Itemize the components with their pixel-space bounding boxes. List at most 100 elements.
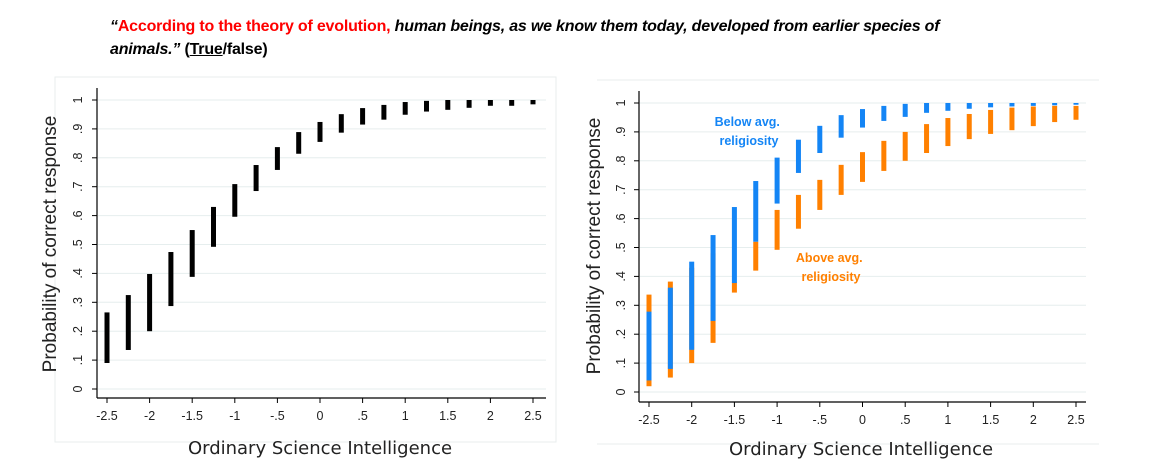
x-tick-label: 1.5 — [982, 413, 999, 427]
range-bar-above-avg-religiosity — [945, 118, 951, 147]
range-bar-all-respondents — [253, 165, 259, 192]
annotation-above-avg-religiosity: Above avg. religiosity — [796, 251, 866, 284]
x-tick-label: -1 — [229, 409, 240, 423]
x-tick-label: 2.5 — [524, 409, 541, 423]
figure-title: “According to the theory of evolution, h… — [110, 15, 1010, 61]
y-tick-label: .4 — [71, 268, 85, 278]
range-bar-above-avg-religiosity — [924, 124, 930, 153]
range-bar-below-avg-religiosity — [689, 261, 695, 350]
y-tick-label: .1 — [614, 358, 628, 368]
x-tick-label: -1.5 — [724, 413, 746, 427]
range-bar-below-avg-religiosity — [1052, 103, 1058, 106]
title-open-quote: “ — [110, 18, 118, 35]
right-chart-x-axis-title: Ordinary Science Intelligence — [729, 439, 993, 460]
range-bar-all-respondents — [317, 121, 323, 142]
range-bar-below-avg-religiosity — [646, 311, 652, 381]
x-tick-label: .5 — [900, 413, 910, 427]
right-chart-y-axis-title: Probability of correct response — [584, 118, 605, 375]
range-bar-all-respondents — [424, 100, 429, 112]
left-chart-axes: 0 .1 .2 .3 .4 .5 .6 .7 .8 .9 1 -2.5 -2 -1.5 -1 -.5 0 .5 1 1… — [71, 88, 546, 423]
y-tick-label: 0 — [71, 385, 85, 392]
left-panel-frame — [54, 76, 557, 443]
range-bar-above-avg-religiosity — [795, 194, 801, 229]
x-tick-label: 1 — [402, 409, 409, 423]
title-false-option: /false) — [222, 41, 268, 58]
range-bar-all-respondents — [232, 184, 238, 217]
range-bar-all-respondents — [381, 104, 387, 120]
range-bar-below-avg-religiosity — [860, 109, 865, 128]
range-bar-below-avg-religiosity — [1073, 103, 1079, 105]
right-chart-bars — [646, 103, 1079, 387]
left-chart-x-axis-title: Ordinary Science Intelligence — [188, 438, 452, 459]
range-bar-above-avg-religiosity — [988, 109, 994, 134]
range-bar-below-avg-religiosity — [710, 235, 716, 321]
range-bar-above-avg-religiosity — [902, 131, 908, 161]
annotation-below-line2: religiosity — [719, 134, 778, 148]
range-bar-above-avg-religiosity — [817, 179, 823, 210]
x-tick-label: 1 — [944, 413, 951, 427]
range-bar-below-avg-religiosity — [667, 287, 673, 369]
range-bar-below-avg-religiosity — [966, 103, 972, 109]
range-bar-above-avg-religiosity — [838, 164, 844, 195]
annotation-above-line1: Above avg. — [796, 251, 863, 265]
range-bar-below-avg-religiosity — [881, 105, 887, 121]
annotation-above-line2: religiosity — [801, 270, 860, 284]
range-bar-all-respondents — [338, 114, 344, 133]
left-chart-gridlines — [98, 99, 546, 390]
x-tick-label: -.5 — [270, 409, 285, 423]
range-bar-above-avg-religiosity — [966, 113, 972, 140]
x-tick-label: -1 — [772, 413, 783, 427]
range-bar-above-avg-religiosity — [1009, 107, 1015, 131]
y-tick-label: .6 — [614, 213, 628, 223]
range-bar-below-avg-religiosity — [817, 125, 823, 153]
y-tick-label: .3 — [71, 297, 85, 307]
y-tick-label: 1 — [71, 96, 85, 103]
x-tick-label: -2 — [686, 413, 697, 427]
right-chart-gridlines — [640, 102, 1086, 393]
range-bar-all-respondents — [466, 100, 472, 108]
left-chart: 0 .1 .2 .3 .4 .5 .6 .7 .8 .9 1 -2.5 -2 -1.5 -1 -.5 0 .5 1 1… — [40, 88, 546, 459]
y-tick-label: .2 — [614, 329, 628, 339]
range-bar-below-avg-religiosity — [945, 103, 951, 111]
range-bar-below-avg-religiosity — [838, 115, 844, 138]
x-tick-label: -.5 — [813, 413, 828, 427]
x-tick-label: 2.5 — [1067, 413, 1084, 427]
range-bar-below-avg-religiosity — [795, 139, 801, 173]
range-bar-above-avg-religiosity — [753, 241, 759, 271]
range-bar-all-respondents — [168, 252, 174, 307]
y-tick-label: .9 — [614, 127, 628, 137]
x-tick-label: -1.5 — [181, 409, 203, 423]
y-tick-label: .8 — [614, 156, 628, 166]
range-bar-all-respondents — [189, 230, 195, 277]
title-true-answer: True — [189, 41, 223, 58]
y-tick-label: .6 — [71, 210, 85, 220]
range-bar-below-avg-religiosity — [902, 103, 908, 117]
x-tick-label: .5 — [357, 409, 367, 423]
range-bar-all-respondents — [530, 100, 536, 105]
title-paren-open: ( — [180, 41, 190, 58]
range-bar-all-respondents — [296, 132, 302, 154]
x-tick-label: 0 — [317, 409, 324, 423]
range-bar-all-respondents — [487, 100, 493, 106]
range-bar-all-respondents — [509, 100, 515, 106]
title-statement: human beings, as we know them today, dev… — [110, 18, 940, 58]
left-chart-y-axis-title: Probability of correct response — [40, 116, 61, 373]
range-bar-all-respondents — [402, 102, 408, 115]
range-bar-all-respondents — [211, 206, 216, 247]
y-tick-label: .2 — [71, 326, 85, 336]
range-bar-all-respondents — [147, 273, 153, 332]
annotation-below-line1: Below avg. — [715, 115, 780, 129]
right-chart: 0 .1 .2 .3 .4 .5 .6 .7 .8 .9 1 -2.5 -2 -1.5 -1 -.5 0 .5 1 1… — [584, 91, 1086, 460]
y-tick-label: .1 — [71, 355, 85, 365]
range-bar-above-avg-religiosity — [881, 140, 887, 171]
y-tick-label: .5 — [71, 239, 85, 249]
x-tick-label: 1.5 — [439, 409, 456, 423]
title-red-part: According to the theory of evolution, — [117, 18, 391, 35]
y-tick-label: .4 — [614, 271, 628, 281]
range-bar-above-avg-religiosity — [1073, 105, 1079, 120]
range-bar-above-avg-religiosity — [1030, 106, 1036, 127]
y-tick-label: 0 — [614, 388, 628, 395]
range-bar-below-avg-religiosity — [924, 103, 930, 113]
range-bar-all-respondents — [445, 100, 451, 110]
